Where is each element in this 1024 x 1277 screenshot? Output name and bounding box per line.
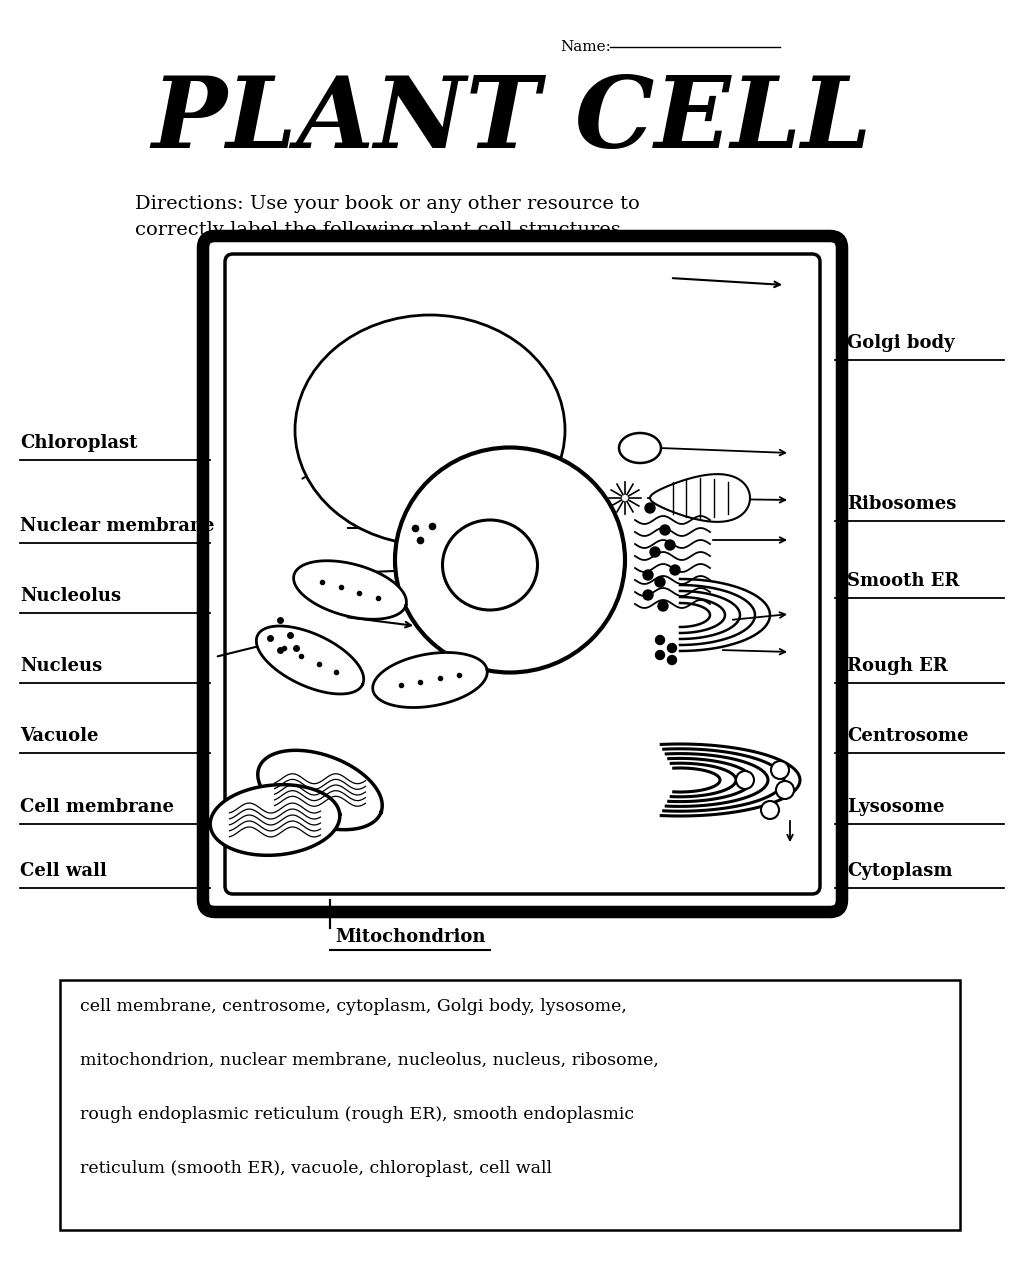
Circle shape xyxy=(665,540,675,550)
Circle shape xyxy=(650,547,660,557)
Circle shape xyxy=(655,636,665,645)
Text: Cell membrane: Cell membrane xyxy=(20,798,174,816)
Text: rough endoplasmic reticulum (rough ER), smooth endoplasmic: rough endoplasmic reticulum (rough ER), … xyxy=(80,1106,634,1122)
Circle shape xyxy=(668,644,677,653)
Polygon shape xyxy=(256,626,364,693)
Circle shape xyxy=(655,577,665,587)
Circle shape xyxy=(761,801,779,819)
FancyBboxPatch shape xyxy=(203,236,842,912)
Text: Nucleus: Nucleus xyxy=(20,658,102,676)
Circle shape xyxy=(643,570,653,580)
Circle shape xyxy=(736,771,754,789)
Polygon shape xyxy=(210,784,340,856)
Text: reticulum (smooth ER), vacuole, chloroplast, cell wall: reticulum (smooth ER), vacuole, chloropl… xyxy=(80,1160,552,1177)
Polygon shape xyxy=(373,653,487,707)
Circle shape xyxy=(771,761,790,779)
Text: Chloroplast: Chloroplast xyxy=(20,434,137,452)
Ellipse shape xyxy=(295,315,565,545)
Circle shape xyxy=(776,782,794,799)
Circle shape xyxy=(645,503,655,513)
Text: Centrosome: Centrosome xyxy=(847,728,969,746)
Text: Nucleolus: Nucleolus xyxy=(20,587,121,605)
Polygon shape xyxy=(650,474,750,522)
Ellipse shape xyxy=(395,447,625,673)
Text: cell membrane, centrosome, cytoplasm, Golgi body, lysosome,: cell membrane, centrosome, cytoplasm, Go… xyxy=(80,999,627,1015)
Text: Name:: Name: xyxy=(560,40,611,54)
Circle shape xyxy=(643,590,653,600)
Text: Cytoplasm: Cytoplasm xyxy=(847,862,952,880)
Text: Nuclear membrane: Nuclear membrane xyxy=(20,517,214,535)
Circle shape xyxy=(655,650,665,659)
Polygon shape xyxy=(294,561,407,619)
Text: Smooth ER: Smooth ER xyxy=(847,572,959,590)
Text: Golgi body: Golgi body xyxy=(847,335,954,352)
Ellipse shape xyxy=(618,433,662,464)
Circle shape xyxy=(660,525,670,535)
Text: Cell wall: Cell wall xyxy=(20,862,106,880)
Circle shape xyxy=(658,601,668,610)
Circle shape xyxy=(668,655,677,664)
Text: Vacuole: Vacuole xyxy=(20,728,98,746)
Text: Rough ER: Rough ER xyxy=(847,658,948,676)
Text: Mitochondrion: Mitochondrion xyxy=(335,928,485,946)
Text: mitochondrion, nuclear membrane, nucleolus, nucleus, ribosome,: mitochondrion, nuclear membrane, nucleol… xyxy=(80,1052,658,1069)
Text: Directions: Use your book or any other resource to
correctly label the following: Directions: Use your book or any other r… xyxy=(135,195,640,239)
Text: Ribosomes: Ribosomes xyxy=(847,495,956,513)
Polygon shape xyxy=(258,751,382,830)
Ellipse shape xyxy=(442,520,538,610)
Circle shape xyxy=(670,564,680,575)
Text: Lysosome: Lysosome xyxy=(847,798,944,816)
Text: PLANT CELL: PLANT CELL xyxy=(152,72,872,169)
FancyBboxPatch shape xyxy=(60,979,961,1230)
